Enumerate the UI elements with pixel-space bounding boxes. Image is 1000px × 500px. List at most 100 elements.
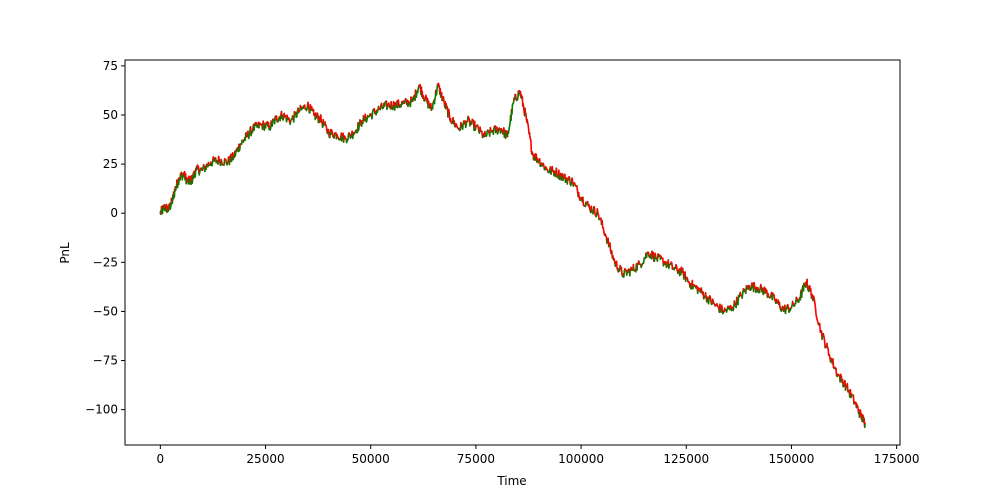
data-point: [261, 124, 263, 126]
data-point: [860, 415, 862, 417]
x-tick-label: 50000: [352, 452, 390, 466]
series-segment-down: [570, 178, 571, 184]
series-segment-up: [593, 207, 594, 213]
data-point: [282, 114, 284, 116]
data-point: [275, 118, 277, 120]
data-point: [597, 212, 599, 214]
series-segment-down: [825, 340, 826, 348]
data-point: [526, 118, 528, 120]
y-axis-label: PnL: [58, 242, 72, 264]
data-point: [387, 104, 389, 106]
data-point: [187, 181, 189, 183]
data-point: [864, 423, 866, 425]
data-point: [589, 207, 591, 209]
data-point: [252, 128, 254, 130]
data-point: [664, 262, 666, 264]
data-point: [854, 401, 856, 403]
data-point: [749, 285, 751, 287]
series-segment-down: [833, 359, 834, 368]
data-point: [507, 136, 509, 138]
data-point: [614, 262, 616, 264]
data-point: [555, 171, 557, 173]
series-segment-down: [602, 221, 603, 228]
series-segment-up: [463, 123, 464, 129]
data-point: [269, 126, 271, 128]
y-tick-label: 0: [110, 206, 118, 220]
data-point: [450, 118, 452, 120]
series-segment-down: [365, 114, 366, 120]
data-point: [246, 136, 248, 138]
data-point: [707, 297, 709, 299]
data-point: [532, 153, 534, 155]
data-point: [313, 114, 315, 116]
data-point: [757, 287, 759, 289]
x-tick-label: 75000: [457, 452, 495, 466]
data-point: [656, 258, 658, 260]
data-point: [362, 120, 364, 122]
y-tick-label: −75: [93, 354, 118, 368]
series-segment-down: [836, 368, 837, 375]
data-point: [444, 102, 446, 104]
data-point: [210, 161, 212, 163]
data-point: [195, 169, 197, 171]
series-segment-down: [617, 261, 618, 268]
series-segment-up: [637, 263, 638, 270]
series-segment-down: [847, 384, 848, 392]
data-point: [191, 179, 193, 181]
data-point: [168, 208, 170, 210]
data-point: [631, 269, 633, 271]
series-segment-down: [621, 267, 622, 274]
series-segment-down: [828, 349, 829, 355]
series-segment-down: [394, 102, 395, 109]
data-point: [174, 189, 176, 191]
data-point: [336, 134, 338, 136]
data-point: [820, 330, 822, 332]
data-point: [572, 181, 574, 183]
data-point: [171, 201, 173, 203]
data-point: [538, 159, 540, 161]
data-point: [837, 373, 839, 375]
data-point: [580, 197, 582, 199]
data-point: [178, 177, 180, 179]
data-point: [829, 354, 831, 356]
series-segment-up: [493, 129, 494, 134]
data-point: [782, 309, 784, 311]
data-point: [218, 159, 220, 161]
data-point: [404, 102, 406, 104]
data-point: [437, 85, 439, 87]
data-point: [395, 104, 397, 106]
series-segment-down: [391, 102, 392, 108]
data-point: [370, 114, 372, 116]
data-point: [164, 207, 166, 209]
data-point: [805, 281, 807, 283]
data-point: [732, 307, 734, 309]
y-tick-label: −100: [85, 403, 118, 417]
data-point: [740, 295, 742, 297]
data-point: [648, 252, 650, 254]
series-segment-down: [454, 121, 455, 126]
series-segment-up: [348, 135, 349, 140]
y-tick-label: 75: [103, 59, 118, 73]
data-point: [328, 132, 330, 134]
data-point: [774, 299, 776, 301]
x-tick-label: 25000: [246, 452, 284, 466]
series-segment-down: [583, 197, 584, 205]
series-segment-down: [815, 308, 816, 315]
data-point: [690, 283, 692, 285]
series-segment-up: [372, 113, 373, 119]
data-point: [227, 161, 229, 163]
x-tick-label: 150000: [769, 452, 815, 466]
data-point: [484, 136, 486, 138]
data-point: [606, 236, 608, 238]
data-point: [622, 273, 624, 275]
series-segment-down: [321, 115, 322, 122]
data-point: [160, 212, 162, 214]
data-point: [183, 173, 185, 175]
data-point: [378, 108, 380, 110]
y-tick-label: −25: [93, 255, 118, 269]
data-point: [353, 132, 355, 134]
x-tick-label: 0: [157, 452, 165, 466]
data-point: [345, 138, 347, 140]
